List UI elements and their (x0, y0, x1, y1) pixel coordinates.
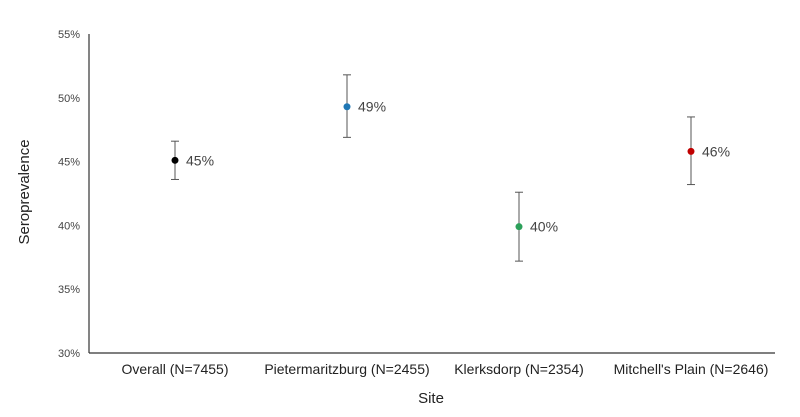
axes (88, 34, 775, 354)
data-point (687, 147, 695, 155)
data-value-label: 45% (186, 152, 214, 168)
y-tick-label: 45% (58, 157, 80, 169)
y-axis-title: Seroprevalence (16, 139, 33, 244)
y-tick-label: 30% (58, 348, 80, 360)
data-point (171, 156, 179, 164)
value-labels: 45% 49% 40% 46% (186, 99, 730, 235)
x-category-label: Pietermaritzburg (N=2455) (264, 361, 429, 377)
x-category-label: Mitchell's Plain (N=2646) (614, 361, 769, 377)
data-point (343, 103, 351, 111)
data-value-label: 46% (702, 143, 730, 159)
error-bars (171, 74, 695, 262)
x-category-label: Overall (N=7455) (122, 361, 229, 377)
x-category-label: Klerksdorp (N=2354) (454, 361, 584, 377)
data-point (515, 223, 523, 231)
y-tick-label: 50% (58, 93, 80, 105)
y-axis-ticks: 30% 35% 40% 45% 50% 55% (58, 29, 80, 360)
x-axis-title: Site (418, 390, 444, 407)
data-points (171, 103, 695, 231)
y-tick-label: 55% (58, 29, 80, 41)
y-tick-label: 35% (58, 284, 80, 296)
x-axis-category-labels: Overall (N=7455) Pietermaritzburg (N=2455… (122, 361, 769, 377)
data-value-label: 49% (358, 99, 386, 115)
data-value-label: 40% (530, 219, 558, 235)
y-tick-label: 40% (58, 220, 80, 232)
